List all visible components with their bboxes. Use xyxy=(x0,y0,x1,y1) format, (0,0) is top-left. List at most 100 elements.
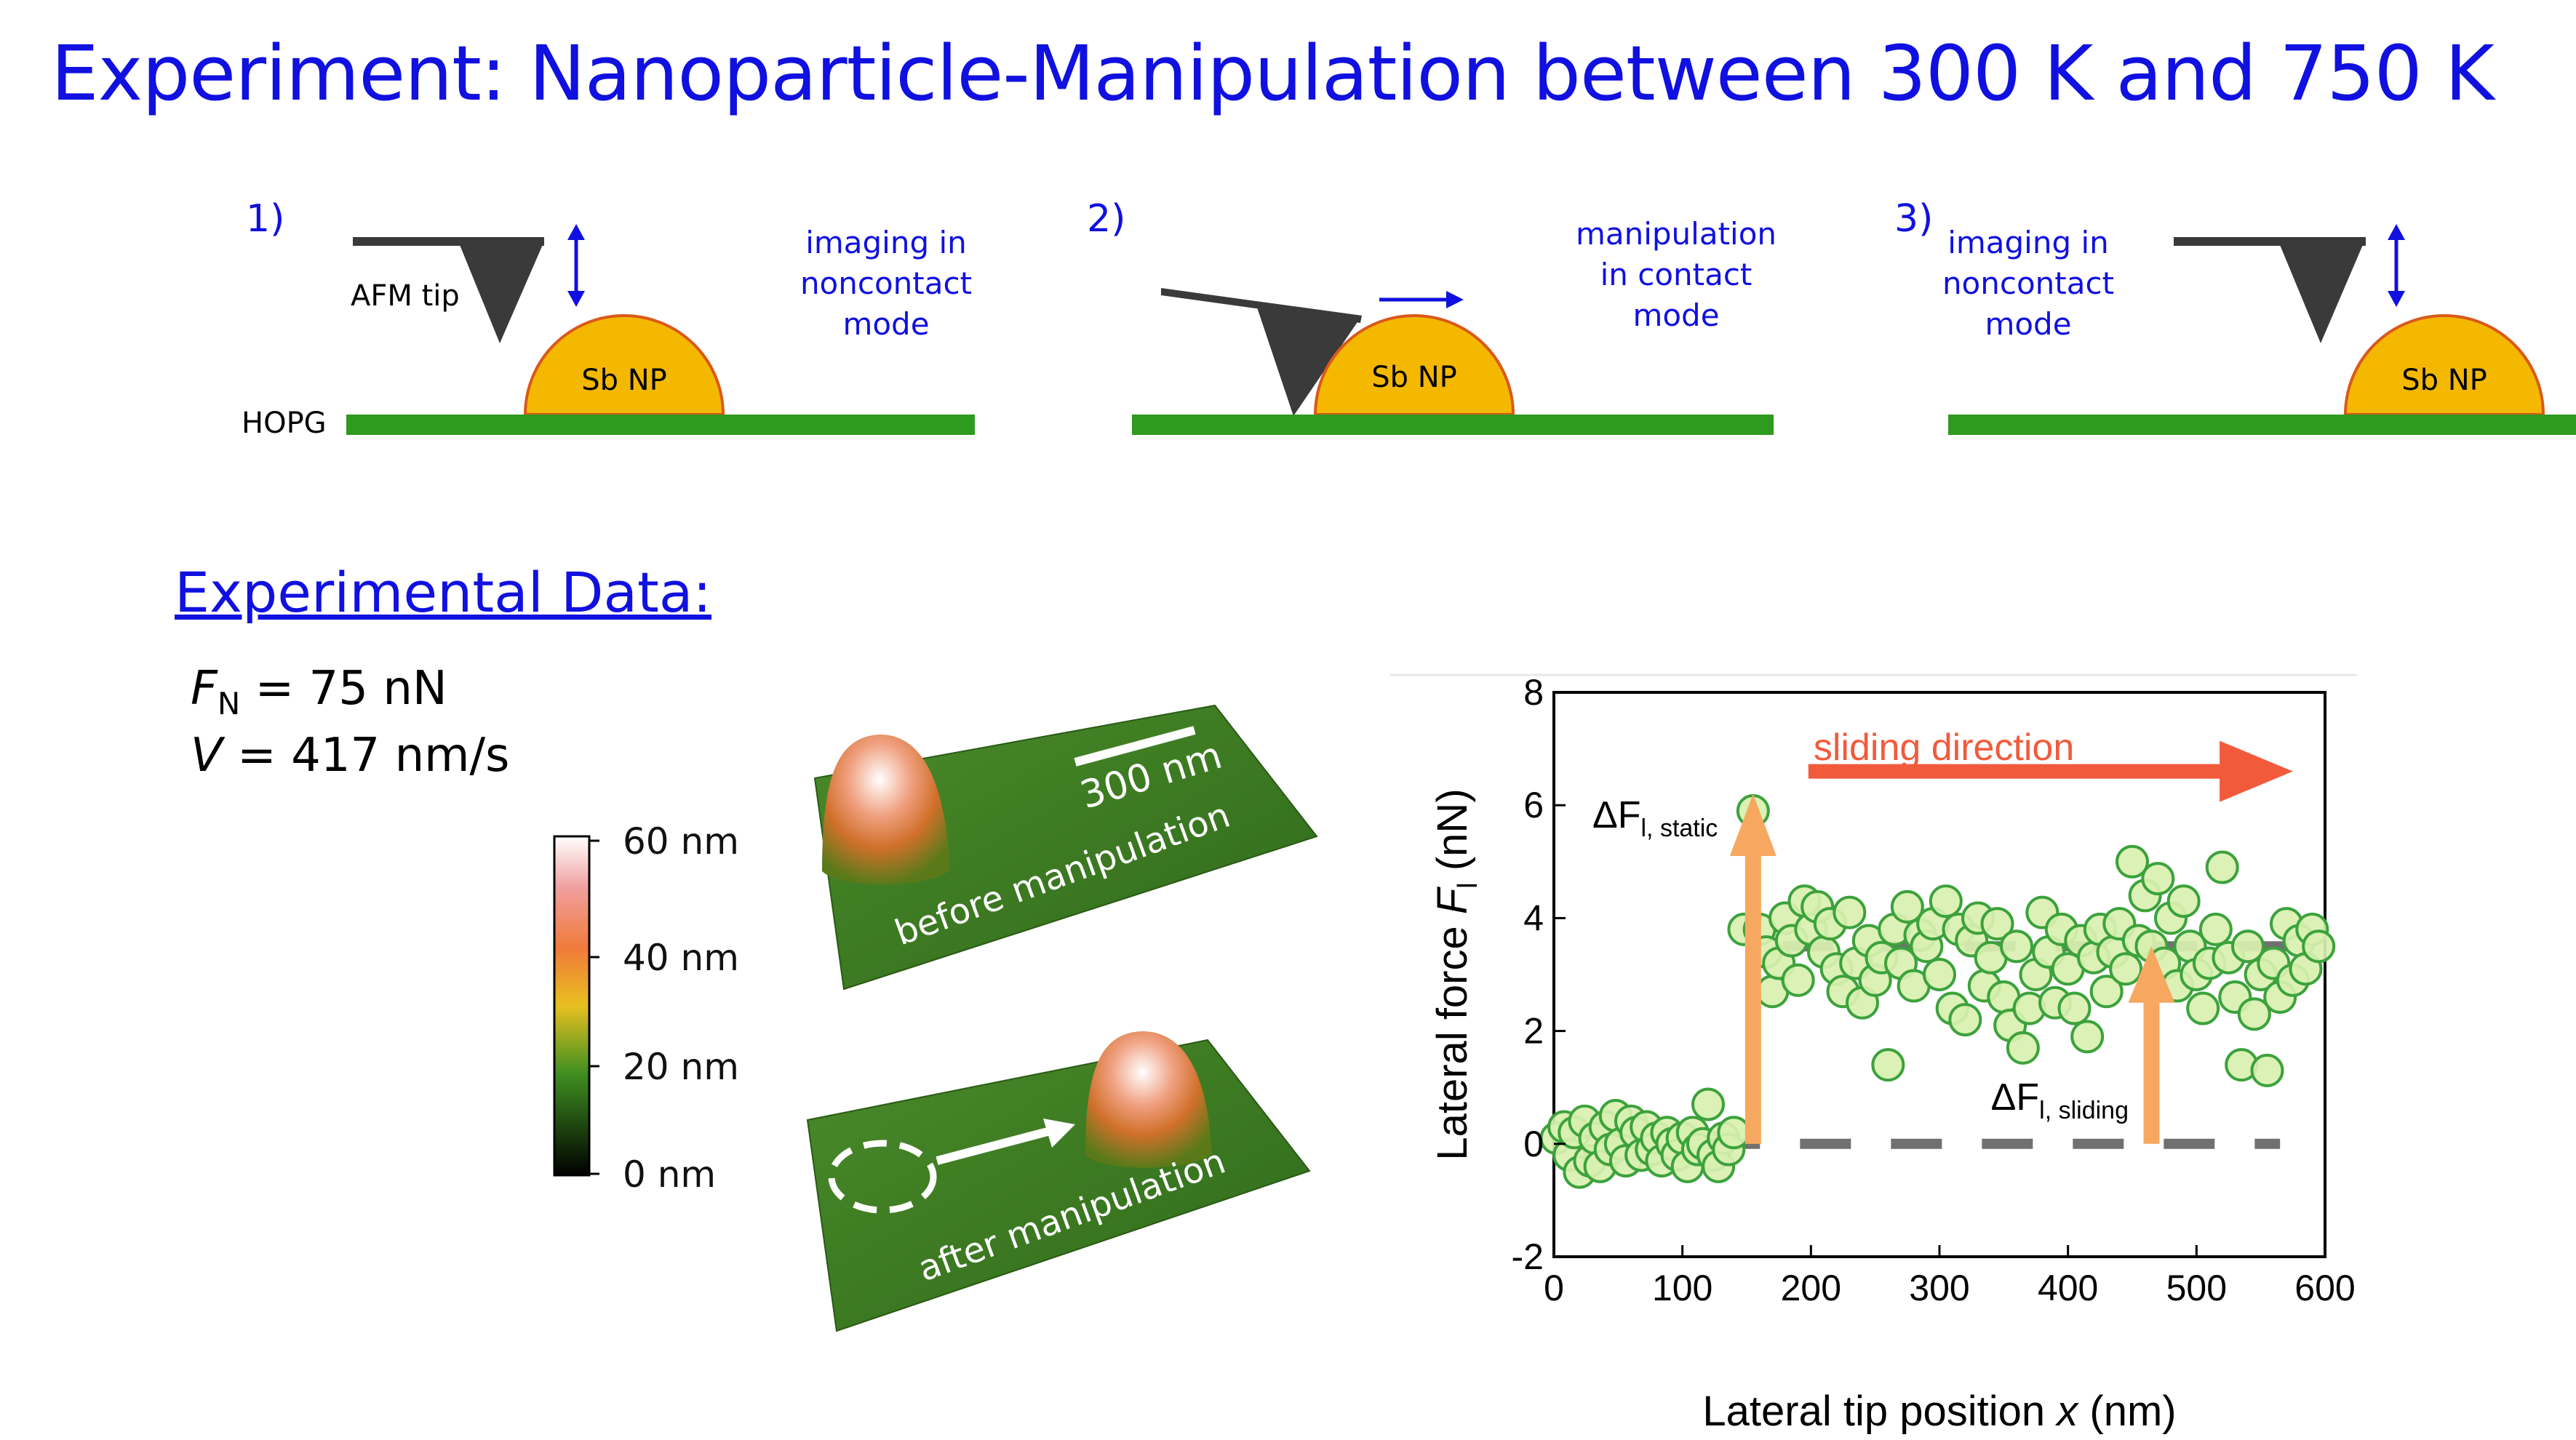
data-point xyxy=(1948,1003,1982,1037)
x-tick-label: 0 xyxy=(1544,1268,1564,1308)
y-tick-label: 2 xyxy=(1523,1011,1544,1052)
x-axis-label: Lateral tip position x (nm) xyxy=(1702,1388,2176,1435)
x-tick-label: 600 xyxy=(2294,1268,2355,1308)
fn-symbol: F xyxy=(191,662,218,716)
data-point xyxy=(2089,975,2124,1009)
data-point xyxy=(1871,1048,1905,1082)
sliding-force-label: ΔFl, sliding xyxy=(1991,1076,2129,1124)
step-number: 1) xyxy=(246,197,284,241)
colorbar-tick: 60 nm xyxy=(623,820,739,863)
nanoparticle-bump xyxy=(822,735,950,885)
data-point xyxy=(2231,929,2265,964)
horizontal-arrow-icon xyxy=(1379,291,1464,308)
x-tick-label: 400 xyxy=(2038,1268,2098,1308)
sliding-direction-label: sliding direction xyxy=(1814,727,2074,769)
velocity-param: V = 417 nm/s xyxy=(191,729,509,783)
scale-bar xyxy=(1074,726,1196,767)
v-symbol: V xyxy=(191,729,223,783)
displacement-arrow xyxy=(936,1127,1049,1165)
normal-force-param: FN = 75 nN xyxy=(191,662,447,721)
substrate xyxy=(1132,415,1774,435)
step-2: 2) Sb NP manipulation in contact mode xyxy=(1087,197,1777,435)
sliding-direction-arrow xyxy=(1808,764,2229,779)
x-tick-label: 100 xyxy=(1652,1268,1712,1308)
y-tick-label: 8 xyxy=(1523,672,1544,713)
data-point xyxy=(1980,907,2014,941)
data-point xyxy=(2198,912,2233,946)
data-point xyxy=(2000,929,2033,964)
data-point xyxy=(2109,952,2143,986)
y-axis-label: Lateral force Fl (nN) xyxy=(1429,788,1483,1160)
data-point xyxy=(2250,1053,2284,1087)
substrate xyxy=(346,415,975,435)
nanoparticle-bump xyxy=(1085,1031,1212,1168)
mode-line-1: imaging in xyxy=(1947,225,2109,260)
data-point xyxy=(2006,1031,2040,1065)
page-title: Experiment: Nanoparticle-Manipulation be… xyxy=(51,29,2495,118)
data-point xyxy=(2166,884,2201,919)
data-point xyxy=(2116,844,2149,879)
colorbar-tick: 0 nm xyxy=(623,1153,716,1196)
nanoparticle xyxy=(1313,314,1515,416)
tip-label: AFM tip xyxy=(351,279,460,313)
mode-line-3: mode xyxy=(1632,297,1719,333)
vertical-arrow-icon xyxy=(2388,224,2405,307)
data-point xyxy=(2205,850,2239,884)
data-point xyxy=(1691,1087,1725,1121)
y-tick-label: -2 xyxy=(1512,1236,1544,1277)
manipulation-schematic: 1) AFM tip Sb NP HOPG imaging in noncont… xyxy=(242,197,2576,440)
step-3: 3) Sb NP imaging in noncontact mode xyxy=(1894,197,2576,435)
vertical-arrow-icon xyxy=(567,224,585,307)
mode-line-2: noncontact xyxy=(800,265,972,301)
x-tick-label: 500 xyxy=(2166,1268,2227,1308)
step-1: 1) AFM tip Sb NP HOPG imaging in noncont… xyxy=(242,197,975,440)
mode-line-3: mode xyxy=(1985,306,2071,342)
afm-topography-panel: 60 nm 40 nm 20 nm 0 nm 300 nm before man… xyxy=(553,704,1318,1332)
data-point xyxy=(2237,997,2271,1031)
substrate-label: HOPG xyxy=(242,407,327,440)
mode-line-3: mode xyxy=(842,306,929,342)
after-surface: after manipulation xyxy=(806,1031,1311,1332)
data-point xyxy=(1923,958,1956,991)
particle-label: Sb NP xyxy=(2401,364,2487,397)
original-position-marker xyxy=(828,1140,937,1214)
afm-tip xyxy=(2278,241,2364,343)
data-point xyxy=(2057,991,2091,1025)
lateral-force-chart: sliding direction ΔFl, static ΔFl, sliding… xyxy=(1389,672,2357,1435)
y-tick-label: 6 xyxy=(1523,785,1544,825)
x-tick-label: 200 xyxy=(1781,1268,1841,1308)
static-arrow-head xyxy=(1729,793,1777,857)
data-point xyxy=(2070,1020,2105,1054)
y-tick-label: 4 xyxy=(1523,897,1544,938)
data-point xyxy=(2302,929,2336,964)
substrate xyxy=(1948,415,2576,435)
data-point xyxy=(2186,991,2220,1025)
x-tick-label: 300 xyxy=(1909,1268,1969,1308)
sliding-force-arrow xyxy=(2143,997,2160,1144)
step-number: 2) xyxy=(1087,197,1125,241)
fn-value: = 75 nN xyxy=(240,662,447,716)
y-tick-label: 0 xyxy=(1523,1124,1544,1164)
static-force-arrow xyxy=(1744,850,1761,1144)
sliding-direction-head xyxy=(2220,740,2293,802)
data-point xyxy=(1781,963,1815,997)
fn-subscript: N xyxy=(217,685,241,721)
mode-line-2: noncontact xyxy=(1942,265,2114,301)
nanoparticle xyxy=(2343,314,2545,416)
data-point xyxy=(1929,884,1963,919)
afm-tip xyxy=(458,241,544,343)
afm-tip xyxy=(1255,301,1362,416)
before-surface: 300 nm before manipulation xyxy=(813,704,1318,991)
particle-label: Sb NP xyxy=(581,364,667,397)
data-point xyxy=(2141,862,2175,896)
colorbar-tick: 20 nm xyxy=(623,1046,739,1088)
colorbar-tick: 40 nm xyxy=(623,937,739,979)
static-force-label: ΔFl, static xyxy=(1592,794,1718,842)
section-heading: Experimental Data: xyxy=(175,560,712,625)
mode-line-1: imaging in xyxy=(805,225,967,260)
mode-line-1: manipulation xyxy=(1576,216,1777,252)
data-point xyxy=(1833,895,1867,929)
nanoparticle xyxy=(523,314,725,416)
data-point xyxy=(1890,889,1924,924)
particle-label: Sb NP xyxy=(1371,361,1457,394)
